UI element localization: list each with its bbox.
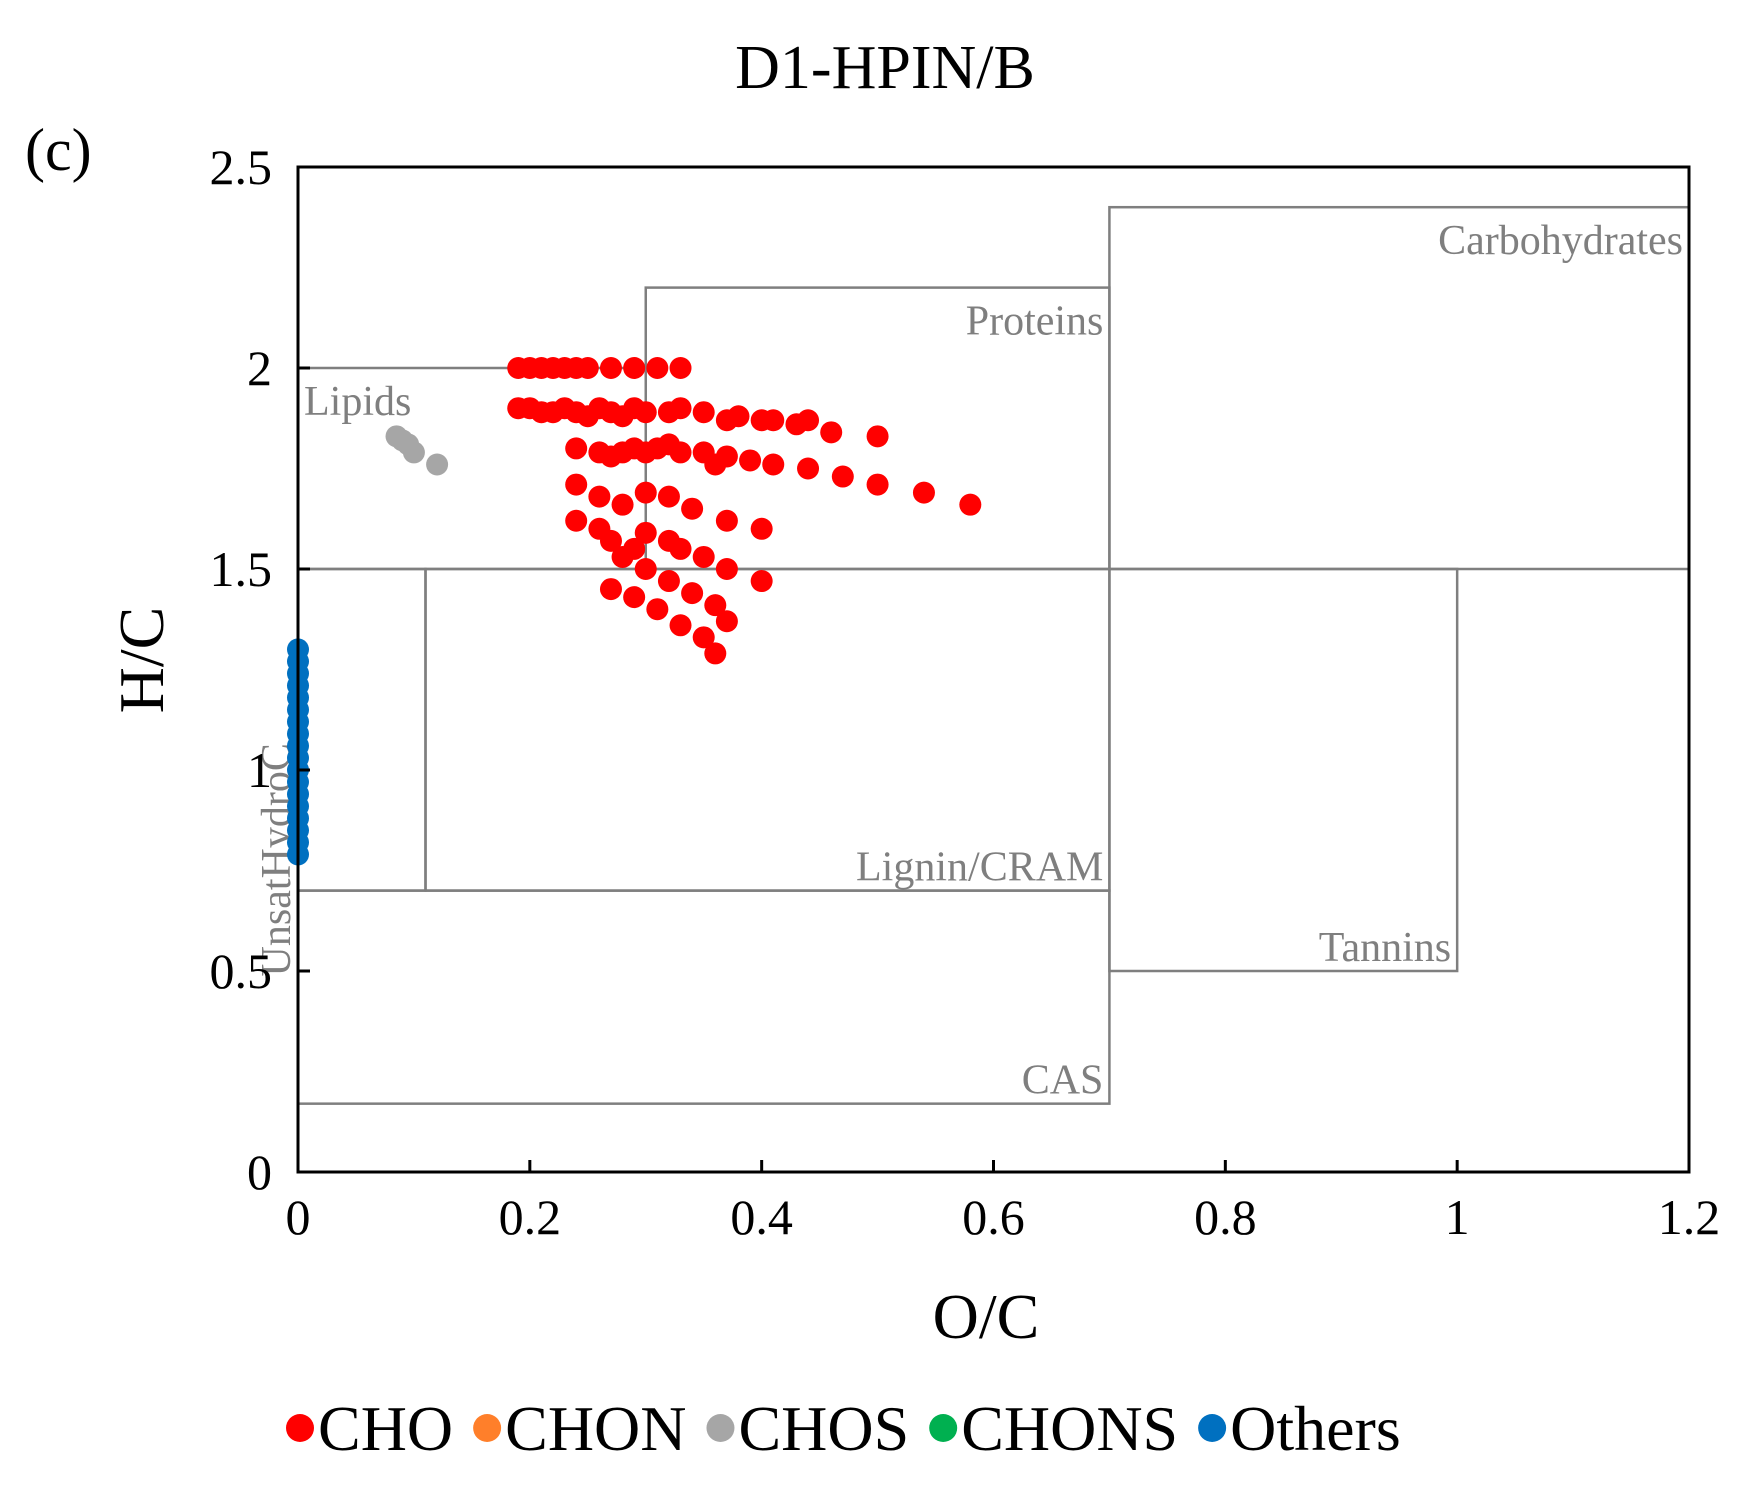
point-cho-33 xyxy=(866,425,889,448)
point-cho-51 xyxy=(912,481,935,504)
point-cho-29 xyxy=(762,409,785,432)
x-tick-label-6: 1.2 xyxy=(1658,1189,1721,1245)
y-tick-label-3: 1.5 xyxy=(210,541,273,597)
point-cho-61 xyxy=(565,509,588,532)
legend-marker-chons xyxy=(929,1414,958,1442)
point-cho-76 xyxy=(715,610,738,633)
point-cho-60 xyxy=(750,517,773,540)
x-tick-label-1: 0.2 xyxy=(499,1189,562,1245)
region-label-proteins: Proteins xyxy=(966,299,1104,345)
x-tick-label-3: 0.6 xyxy=(962,1189,1025,1245)
point-cho-54 xyxy=(588,485,611,508)
point-cho-79 xyxy=(646,598,669,621)
point-cho-47 xyxy=(762,453,785,476)
point-chos-3 xyxy=(402,441,425,464)
x-tick-label-0: 0 xyxy=(286,1189,311,1245)
point-cho-48 xyxy=(797,457,820,480)
x-tick-label-2: 0.4 xyxy=(730,1189,793,1245)
point-cho-50 xyxy=(866,473,889,496)
region-label-lignin-cram: Lignin/CRAM xyxy=(856,845,1103,891)
region-box-tannins xyxy=(1108,567,1459,973)
region-label-tannins: Tannins xyxy=(1319,925,1451,971)
point-cho-81 xyxy=(692,626,715,649)
point-cho-31 xyxy=(797,409,820,432)
point-cho-56 xyxy=(634,481,657,504)
point-cho-27 xyxy=(727,405,750,428)
point-cho-55 xyxy=(611,493,634,516)
point-cho-9 xyxy=(646,357,669,379)
point-cho-75 xyxy=(704,594,727,617)
y-tick-label-0: 0 xyxy=(247,1144,272,1200)
point-cho-53 xyxy=(565,473,588,496)
point-cho-65 xyxy=(634,521,657,544)
x-axis-label: O/C xyxy=(933,1281,1040,1352)
legend-label-cho: CHO xyxy=(318,1393,453,1464)
region-label-cas: CAS xyxy=(1022,1058,1104,1104)
panel-label: (c) xyxy=(25,117,92,183)
point-cho-73 xyxy=(657,570,680,593)
point-cho-67 xyxy=(669,537,692,560)
region-label-lipids: Lipids xyxy=(304,379,411,425)
point-cho-6 xyxy=(576,357,599,379)
legend-marker-cho xyxy=(286,1414,314,1442)
point-cho-7 xyxy=(599,357,622,379)
legend-marker-chos xyxy=(706,1414,735,1442)
axes-layer: 0 0.2 0.4 0.6 0.8 1 1.2 0 0.5 1 1.5 2 2.5 xyxy=(210,139,1721,1245)
x-tick-label-4: 0.8 xyxy=(1194,1189,1257,1245)
legend-marker-chon xyxy=(473,1414,502,1442)
chart-title: D1-HPIN/B xyxy=(735,34,1035,102)
point-cho-58 xyxy=(681,497,704,520)
y-tick-label-5: 2.5 xyxy=(210,139,273,195)
points-layer xyxy=(287,357,982,866)
point-cho-34 xyxy=(565,437,588,460)
point-cho-25 xyxy=(692,401,715,424)
point-cho-63 xyxy=(599,529,622,552)
point-cho-72 xyxy=(634,558,657,580)
y-axis-label: H/C xyxy=(106,607,177,714)
legend-label-chon: CHON xyxy=(505,1393,686,1464)
point-cho-69 xyxy=(715,558,738,580)
point-cho-78 xyxy=(623,586,646,609)
point-cho-74 xyxy=(681,582,704,605)
x-tick-label-5: 1 xyxy=(1445,1189,1470,1245)
point-cho-46 xyxy=(739,449,762,472)
legend-marker-others xyxy=(1198,1414,1227,1442)
legend-label-others: Others xyxy=(1230,1393,1401,1464)
point-cho-71 xyxy=(611,545,634,568)
point-cho-8 xyxy=(623,357,646,379)
point-cho-77 xyxy=(599,578,622,601)
point-cho-49 xyxy=(831,465,854,488)
legend-label-chons: CHONS xyxy=(961,1393,1178,1464)
point-cho-10 xyxy=(669,357,692,379)
point-cho-42 xyxy=(669,441,692,464)
region-label-carbohydrates: Carbohydrates xyxy=(1438,218,1683,264)
y-tick-label-4: 2 xyxy=(247,340,272,396)
point-cho-70 xyxy=(750,570,773,593)
point-cho-22 xyxy=(634,401,657,424)
point-cho-80 xyxy=(669,614,692,637)
point-cho-45 xyxy=(715,445,738,468)
point-cho-32 xyxy=(820,421,843,444)
point-cho-68 xyxy=(692,545,715,568)
legend-label-chos: CHOS xyxy=(738,1393,909,1464)
legend: CHO CHON CHOS CHONS Others xyxy=(286,1393,1401,1464)
point-cho-59 xyxy=(715,509,738,532)
y-tick-label-1: 0.5 xyxy=(210,943,273,999)
point-cho-82 xyxy=(704,642,727,665)
y-tick-label-2: 1 xyxy=(247,742,272,798)
point-chos-4 xyxy=(426,453,449,476)
point-cho-52 xyxy=(959,493,982,516)
point-cho-24 xyxy=(669,397,692,420)
point-cho-57 xyxy=(657,485,680,508)
